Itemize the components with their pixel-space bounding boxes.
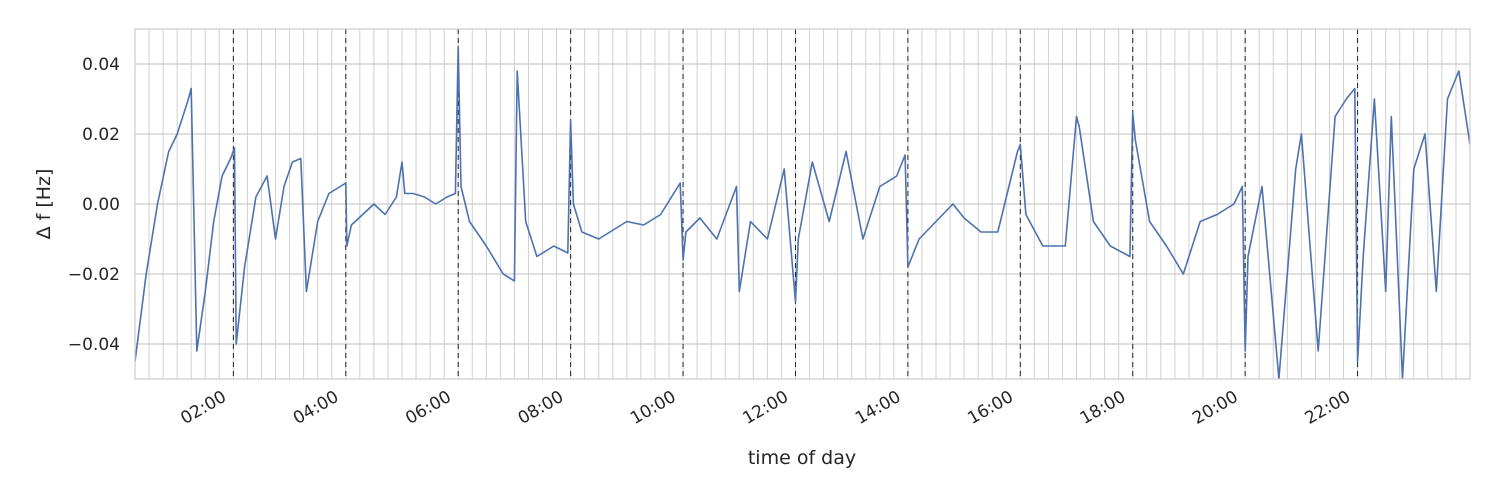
y-tick-label: 0.04	[82, 55, 120, 75]
x-axis-label: time of day	[748, 447, 856, 469]
y-tick-label: −0.04	[68, 335, 120, 355]
y-axis-label: Δ f [Hz]	[33, 169, 55, 240]
y-tick-label: −0.02	[68, 265, 120, 285]
y-tick-label: 0.02	[82, 125, 120, 145]
y-tick-label: 0.00	[82, 195, 120, 215]
plot-area	[135, 45, 1470, 379]
dashed-hour-markers	[232, 29, 1359, 379]
y-tick-labels: 0.04 0.02 0.00 −0.02 −0.04	[68, 55, 120, 355]
plot-frame	[134, 28, 1471, 380]
frequency-deviation-line	[135, 45, 1470, 379]
